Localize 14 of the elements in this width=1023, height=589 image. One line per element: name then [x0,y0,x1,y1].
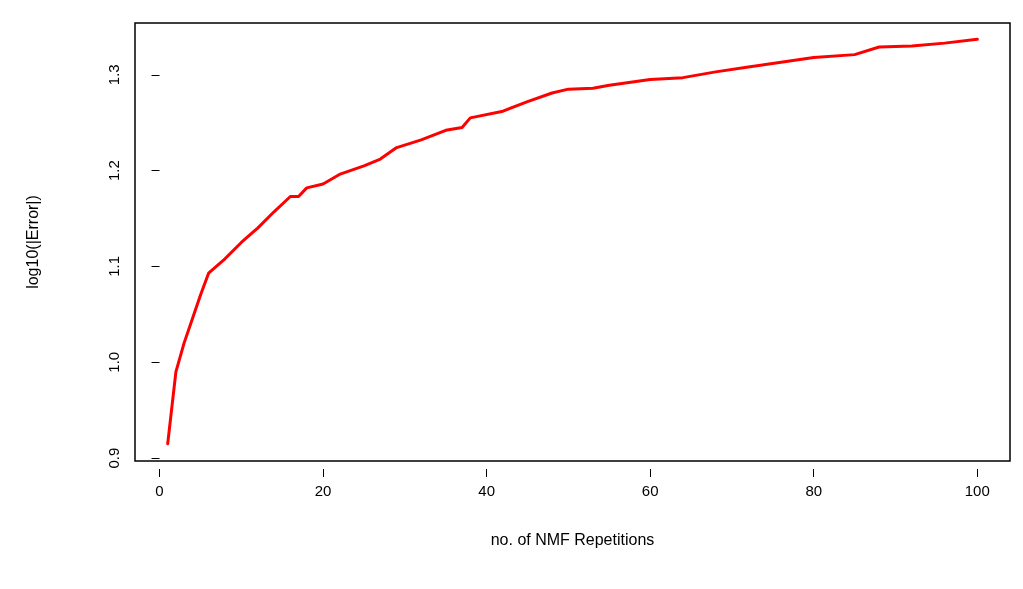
x-axis-title: no. of NMF Repetitions [490,530,655,548]
x-tick-label: 0 [155,482,164,499]
y-tick-label: 1.3 [105,64,122,86]
x-tick-label: 20 [314,482,332,499]
x-tick-label: 40 [478,482,495,499]
x-tick-label: 80 [805,482,823,499]
y-tick-label: 1.1 [105,256,122,277]
y-tick-label: 1.0 [105,351,122,373]
x-tick-label: 100 [964,482,990,499]
y-tick-label: 1.2 [105,160,122,182]
line-series [166,37,979,446]
x-tick-label: 60 [641,482,659,499]
y-axis-title: log10(|Error|) [23,195,41,289]
y-tick-label: 0.9 [105,447,122,469]
